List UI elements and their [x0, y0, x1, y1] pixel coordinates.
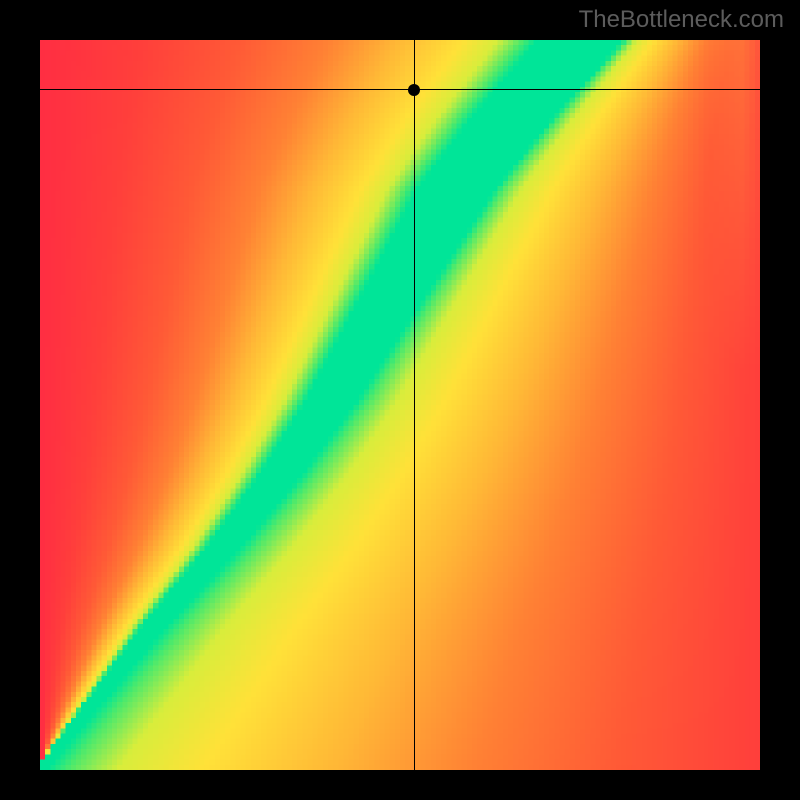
heatmap-plot-area: [40, 40, 760, 770]
heatmap-canvas: [40, 40, 760, 770]
crosshair-marker-dot: [408, 84, 420, 96]
crosshair-horizontal-line: [40, 89, 760, 91]
crosshair-vertical-line: [414, 40, 416, 770]
watermark-text: TheBottleneck.com: [579, 6, 784, 34]
